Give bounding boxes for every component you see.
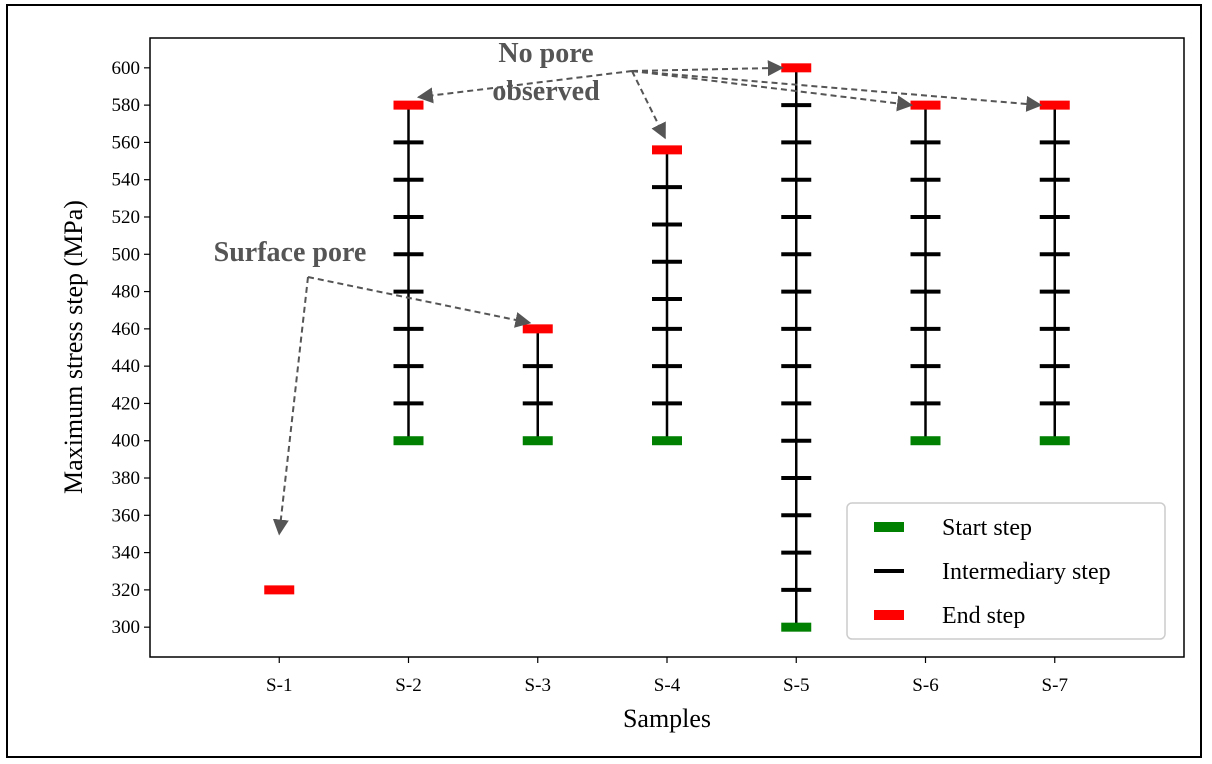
y-tick-label: 400 [112, 431, 141, 452]
markers-group [264, 63, 1070, 632]
x-tick-label: S-5 [783, 675, 809, 696]
x-tick-label: S-1 [266, 675, 292, 696]
y-tick-label: 520 [112, 207, 141, 228]
annotation-text: Surface pore [214, 237, 367, 268]
y-tick-label: 480 [112, 282, 141, 303]
marker-start-step [781, 622, 812, 632]
y-tick-label: 340 [112, 543, 141, 564]
marker-end-step [393, 100, 424, 110]
annotation-arrow [631, 70, 1043, 112]
annotation-arrow [631, 60, 784, 77]
legend-label: Start step [942, 515, 1032, 541]
vertical-lines-group [407, 67, 1056, 628]
y-tick-label: 300 [112, 617, 141, 638]
y-tick-label: 500 [112, 244, 141, 265]
marker-start-step [652, 436, 682, 446]
annotations-group: Surface pore No pore observed [214, 38, 1043, 536]
legend-label: Intermediary step [942, 559, 1111, 585]
marker-end-step [522, 324, 553, 334]
marker-start-step [1039, 436, 1070, 446]
marker-end-step [781, 63, 812, 73]
annotation-arrow [631, 70, 914, 112]
y-tick-label: 360 [112, 505, 141, 526]
legend-box [846, 502, 1166, 640]
x-axis: S-1 S-2 S-3 S-4 S-5 S-6 S-7 [266, 657, 1068, 696]
legend-swatch [874, 522, 904, 532]
y-axis-title: Maximum stress step (MPa) [59, 200, 88, 494]
legend-label: End step [942, 603, 1025, 629]
marker-start-step [522, 436, 553, 446]
legend-swatch [874, 610, 904, 620]
annotation-arrow [272, 276, 309, 536]
x-tick-label: S-4 [654, 675, 681, 696]
marker-start-step [393, 436, 424, 446]
marker-end-step [652, 145, 682, 155]
x-axis-title: Samples [623, 704, 711, 733]
y-tick-label: 440 [112, 356, 141, 377]
y-axis: 300 320 340 360 380 400 420 440 460 480 500 520 540 5… [112, 58, 150, 638]
y-tick-label: 380 [112, 468, 141, 489]
marker-end-step [264, 585, 295, 595]
y-tick-label: 460 [112, 319, 141, 340]
marker-end-step [910, 100, 941, 110]
x-tick-label: S-7 [1042, 675, 1068, 696]
y-tick-label: 420 [112, 393, 141, 414]
y-tick-label: 600 [112, 58, 141, 79]
legend: Start step Intermediary step End step [846, 502, 1166, 640]
x-tick-label: S-2 [395, 675, 421, 696]
y-tick-label: 320 [112, 580, 141, 601]
annotation-arrow [416, 70, 633, 104]
y-tick-label: 540 [112, 170, 141, 191]
annotation-text: observed [492, 76, 600, 107]
x-tick-label: S-3 [525, 675, 551, 696]
annotation-arrow [631, 70, 666, 140]
annotation-text: No pore [498, 38, 593, 69]
y-tick-label: 580 [112, 95, 141, 116]
x-tick-label: S-6 [912, 675, 938, 696]
marker-end-step [1039, 100, 1070, 110]
annotation-arrow [307, 276, 532, 328]
y-tick-label: 560 [112, 132, 141, 153]
marker-start-step [910, 436, 941, 446]
